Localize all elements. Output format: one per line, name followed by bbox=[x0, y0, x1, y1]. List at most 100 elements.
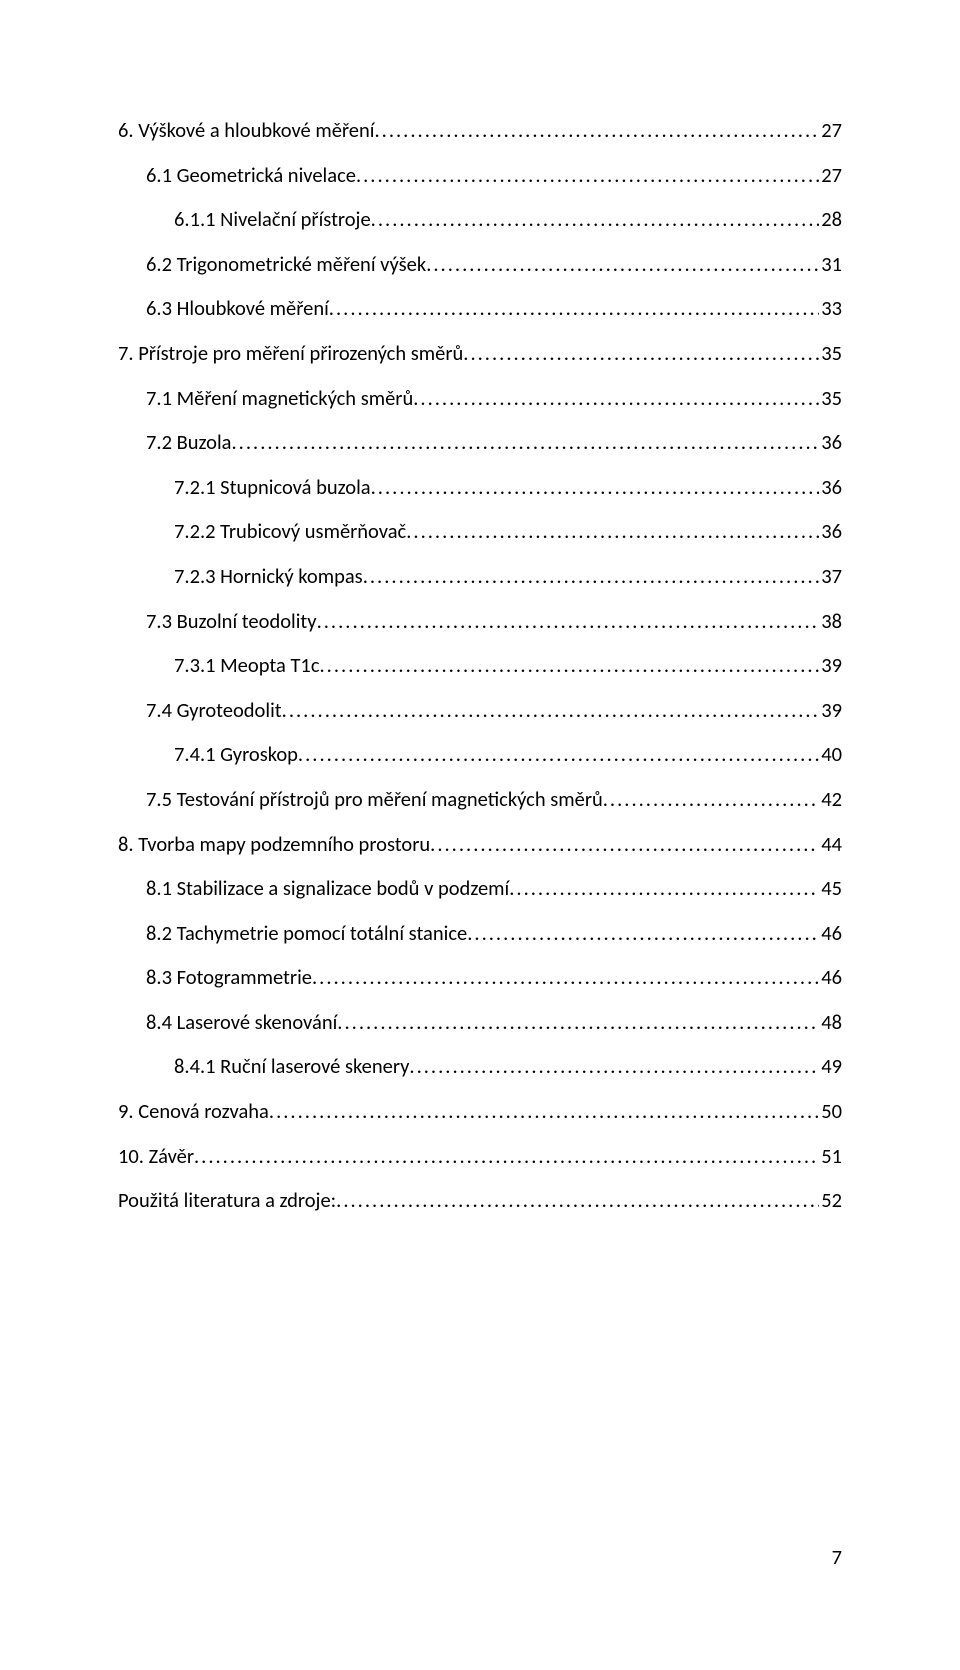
toc-entry-label: 8.2 Tachymetrie pomocí totální stanice bbox=[146, 911, 467, 956]
toc-entry-label: 7.2.3 Hornický kompas bbox=[174, 554, 363, 599]
toc-entry-page: 50 bbox=[819, 1089, 842, 1134]
toc-entry: 6.2 Trigonometrické měření výšek 31 bbox=[118, 242, 842, 287]
toc-entry-label: 7.2.1 Stupnicová buzola bbox=[174, 465, 371, 510]
toc-entry: 7.4 Gyroteodolit 39 bbox=[118, 688, 842, 733]
toc-entry: 6. Výškové a hloubkové měření 27 bbox=[118, 108, 842, 153]
toc-entry-label: 6.1 Geometrická nivelace bbox=[146, 153, 356, 198]
toc-entry-label: 7.4.1 Gyroskop bbox=[174, 732, 298, 777]
toc-entry: 8.2 Tachymetrie pomocí totální stanice 46 bbox=[118, 911, 842, 956]
toc-entry: 9. Cenová rozvaha 50 bbox=[118, 1089, 842, 1134]
toc-entry-label: 8.4.1 Ruční laserové skenery bbox=[174, 1044, 409, 1089]
toc-entry-page: 42 bbox=[819, 777, 842, 822]
toc-dot-leader bbox=[406, 509, 819, 554]
toc-entry: 10. Závěr 51 bbox=[118, 1134, 842, 1179]
toc-entry-label: 7.2.2 Trubicový usměrňovač bbox=[174, 509, 406, 554]
toc-entry-page: 52 bbox=[819, 1178, 842, 1223]
toc-dot-leader bbox=[329, 286, 819, 331]
toc-dot-leader bbox=[374, 108, 819, 153]
toc-entry: 7. Přístroje pro měření přirozených směr… bbox=[118, 331, 842, 376]
toc-entry-page: 36 bbox=[819, 509, 842, 554]
toc-dot-leader bbox=[312, 955, 819, 1000]
toc-entry-label: 7.5 Testování přístrojů pro měření magne… bbox=[146, 777, 603, 822]
toc-entry-page: 38 bbox=[819, 599, 842, 644]
toc-dot-leader bbox=[337, 1000, 819, 1045]
toc-entry: 7.4.1 Gyroskop 40 bbox=[118, 732, 842, 777]
toc-entry-page: 35 bbox=[819, 376, 842, 421]
table-of-contents: 6. Výškové a hloubkové měření276.1 Geome… bbox=[118, 108, 842, 1223]
toc-entry: 7.2 Buzola 36 bbox=[118, 420, 842, 465]
toc-entry-label: 7.4 Gyroteodolit bbox=[146, 688, 282, 733]
toc-entry: 8.3 Fotogrammetrie 46 bbox=[118, 955, 842, 1000]
toc-dot-leader bbox=[463, 331, 819, 376]
toc-entry-page: 46 bbox=[819, 911, 842, 956]
toc-entry-page: 31 bbox=[819, 242, 842, 287]
toc-dot-leader bbox=[603, 777, 819, 822]
toc-entry-label: 6. Výškové a hloubkové měření bbox=[118, 108, 374, 153]
toc-entry-label: 7.3.1 Meopta T1c bbox=[174, 643, 320, 688]
toc-entry: 7.3.1 Meopta T1c 39 bbox=[118, 643, 842, 688]
toc-entry-label: 8.4 Laserové skenování bbox=[146, 1000, 337, 1045]
toc-dot-leader bbox=[413, 376, 819, 421]
toc-entry-label: 6.1.1 Nivelační přístroje bbox=[174, 197, 371, 242]
toc-dot-leader bbox=[430, 822, 819, 867]
toc-entry: 6.1 Geometrická nivelace 27 bbox=[118, 153, 842, 198]
toc-entry-page: 36 bbox=[819, 465, 842, 510]
toc-dot-leader bbox=[363, 554, 820, 599]
toc-entry: 8.1 Stabilizace a signalizace bodů v pod… bbox=[118, 866, 842, 911]
toc-entry-label: 7.2 Buzola bbox=[146, 420, 232, 465]
toc-entry: 7.5 Testování přístrojů pro měření magne… bbox=[118, 777, 842, 822]
toc-entry-page: 39 bbox=[819, 643, 842, 688]
toc-entry-page: 45 bbox=[819, 866, 842, 911]
toc-entry-page: 27 bbox=[819, 108, 842, 153]
toc-entry-page: 39 bbox=[819, 688, 842, 733]
toc-entry-page: 49 bbox=[819, 1044, 842, 1089]
toc-entry: Použitá literatura a zdroje: 52 bbox=[118, 1178, 842, 1223]
toc-entry-label: 9. Cenová rozvaha bbox=[118, 1089, 269, 1134]
toc-dot-leader bbox=[232, 420, 820, 465]
toc-entry-page: 27 bbox=[819, 153, 842, 198]
toc-entry-page: 35 bbox=[819, 331, 842, 376]
toc-entry-label: 7.1 Měření magnetických směrů bbox=[146, 376, 413, 421]
toc-entry-label: 8.1 Stabilizace a signalizace bodů v pod… bbox=[146, 866, 509, 911]
toc-dot-leader bbox=[426, 242, 819, 287]
toc-entry: 7.3 Buzolní teodolity 38 bbox=[118, 599, 842, 644]
toc-entry-label: 6.3 Hloubkové měření bbox=[146, 286, 329, 331]
toc-dot-leader bbox=[194, 1134, 819, 1179]
toc-dot-leader bbox=[298, 732, 819, 777]
toc-entry-page: 48 bbox=[819, 1000, 842, 1045]
toc-dot-leader bbox=[467, 911, 819, 956]
toc-entry-page: 33 bbox=[819, 286, 842, 331]
toc-dot-leader bbox=[356, 153, 819, 198]
toc-dot-leader bbox=[320, 643, 820, 688]
toc-entry: 6.1.1 Nivelační přístroje 28 bbox=[118, 197, 842, 242]
toc-entry: 6.3 Hloubkové měření 33 bbox=[118, 286, 842, 331]
toc-dot-leader bbox=[371, 465, 820, 510]
toc-dot-leader bbox=[336, 1178, 819, 1223]
toc-entry-label: 7.3 Buzolní teodolity bbox=[146, 599, 317, 644]
toc-entry: 7.2.2 Trubicový usměrňovač 36 bbox=[118, 509, 842, 554]
toc-entry-label: 7. Přístroje pro měření přirozených směr… bbox=[118, 331, 463, 376]
toc-entry-label: 10. Závěr bbox=[118, 1134, 194, 1179]
toc-entry: 8.4 Laserové skenování 48 bbox=[118, 1000, 842, 1045]
toc-entry: 8.4.1 Ruční laserové skenery 49 bbox=[118, 1044, 842, 1089]
toc-entry-label: Použitá literatura a zdroje: bbox=[118, 1178, 336, 1223]
toc-entry-page: 44 bbox=[819, 822, 842, 867]
toc-entry-label: 6.2 Trigonometrické měření výšek bbox=[146, 242, 426, 287]
page-number: 7 bbox=[832, 1544, 842, 1570]
toc-dot-leader bbox=[317, 599, 820, 644]
toc-entry-page: 51 bbox=[819, 1134, 842, 1179]
toc-entry-label: 8. Tvorba mapy podzemního prostoru bbox=[118, 822, 430, 867]
toc-dot-leader bbox=[269, 1089, 819, 1134]
toc-entry-page: 28 bbox=[819, 197, 842, 242]
toc-entry: 7.2.1 Stupnicová buzola 36 bbox=[118, 465, 842, 510]
toc-dot-leader bbox=[371, 197, 820, 242]
toc-entry: 8. Tvorba mapy podzemního prostoru 44 bbox=[118, 822, 842, 867]
toc-entry: 7.1 Měření magnetických směrů 35 bbox=[118, 376, 842, 421]
toc-entry-page: 40 bbox=[819, 732, 842, 777]
toc-entry-page: 36 bbox=[819, 420, 842, 465]
toc-entry-page: 46 bbox=[819, 955, 842, 1000]
toc-dot-leader bbox=[282, 688, 820, 733]
toc-dot-leader bbox=[409, 1044, 819, 1089]
toc-entry-label: 8.3 Fotogrammetrie bbox=[146, 955, 312, 1000]
toc-entry: 7.2.3 Hornický kompas37 bbox=[118, 554, 842, 599]
